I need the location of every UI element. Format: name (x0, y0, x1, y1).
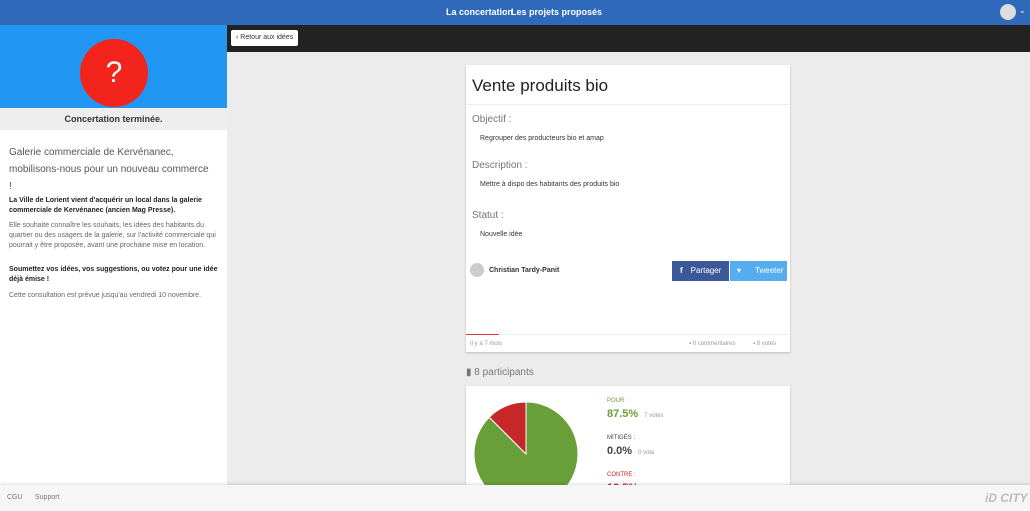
field-value: Nouvelle idée (480, 231, 523, 238)
nav-link[interactable]: La concertation (446, 7, 514, 17)
footer-link[interactable]: CGU (7, 494, 23, 501)
status: Concertation terminée. (0, 108, 227, 130)
field-label: Description : (472, 160, 528, 171)
sidebar-header: ? (0, 25, 227, 108)
share-label: Partager (690, 266, 722, 275)
consultation-title: Galerie commerciale de Kervénanec, mobil… (9, 147, 209, 192)
share-button[interactable]: f Partager (672, 261, 729, 281)
legend-item: MITIGÉS : 0.0% 0 vote (607, 435, 787, 472)
sidebar: ? Concertation terminée. Galerie commerc… (0, 25, 227, 485)
author-avatar (470, 263, 484, 277)
back-label: Retour aux idées (240, 34, 294, 41)
brand: iD CITY (985, 491, 1028, 505)
note: Cette consultation est prévue jusqu'au v… (9, 292, 202, 299)
divider (466, 104, 790, 105)
value-label: 0.0% (607, 445, 633, 457)
idea-card: Vente produits bio Objectif : Regrouper … (466, 65, 790, 352)
call-to-action: Soumettez vos idées, vos suggestions, ou… (9, 266, 218, 283)
field-label: Statut : (472, 210, 504, 221)
pie-slice (488, 401, 527, 456)
badge: ? (80, 39, 148, 107)
age: Il y a 7 mois (470, 341, 503, 347)
comments[interactable]: ▪ 0 commentaires (689, 341, 736, 347)
footer: CGU Support iD CITY (0, 485, 1030, 511)
vote-count: 7 votes (644, 413, 664, 419)
footer-link[interactable]: Support (35, 494, 60, 501)
divider (466, 334, 790, 335)
back-button[interactable]: ‹ Retour aux idées (231, 30, 299, 46)
legend-item: POUR : 87.5% 7 votes (607, 398, 787, 435)
toolbar (227, 25, 1030, 52)
author[interactable]: Christian Tardy-Panit (489, 267, 560, 274)
votes: ▪ 8 votes (753, 341, 777, 347)
lead: La Ville de Lorient vient d'acquérir un … (9, 197, 202, 214)
menu-caret[interactable]: ⌄ (1019, 6, 1026, 15)
value-label: 87.5% (607, 408, 639, 420)
field-value: Mettre à dispo des habitants des produit… (480, 181, 620, 188)
legend-label: CONTRE : (607, 472, 636, 478)
vote-count: 0 vote (638, 450, 655, 456)
body-text: Elle souhaite connaître les souhaits, le… (9, 222, 216, 249)
participants-label: 8 participants (474, 367, 534, 378)
votes-label: 8 votes (756, 341, 777, 347)
field-value: Regrouper des producteurs bio et amap (480, 135, 604, 142)
comments-label: 0 commentaires (692, 341, 736, 347)
nav-link[interactable]: Les projets proposés (511, 7, 603, 17)
legend-label: POUR : (607, 398, 628, 404)
idea-title: Vente produits bio (472, 76, 609, 95)
top-nav: La concertation Les projets proposés ⌄ (0, 0, 1030, 25)
tweet-label: Tweeter (755, 266, 784, 275)
progress (466, 334, 499, 335)
participants: ▮ 8 participants (466, 367, 534, 378)
field-label: Objectif : (472, 114, 512, 125)
tweet-button[interactable]: ▾ Tweeter (730, 261, 787, 281)
avatar[interactable] (1000, 4, 1016, 20)
legend-label: MITIGÉS : (607, 435, 636, 441)
